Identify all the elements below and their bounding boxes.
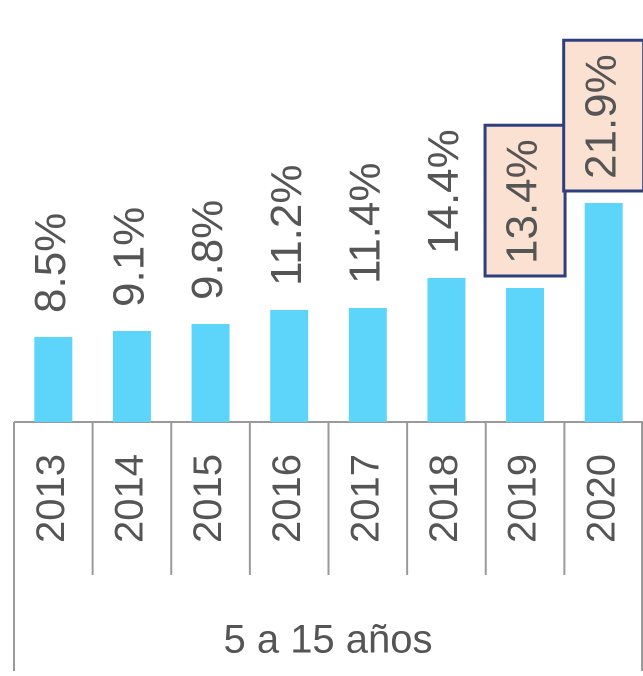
label-box bbox=[562, 38, 643, 193]
x-tick-label: 2020 bbox=[579, 454, 623, 543]
x-tick-label: 2017 bbox=[343, 454, 387, 543]
value-label: 9.1% bbox=[105, 207, 154, 307]
bar bbox=[506, 288, 545, 422]
label-box bbox=[483, 123, 567, 278]
value-label: 9.8% bbox=[183, 200, 232, 300]
x-tick-label: 2014 bbox=[108, 454, 152, 543]
value-label: 11.2% bbox=[262, 165, 311, 287]
value-label: 14.4% bbox=[419, 129, 468, 254]
value-label: 13.4% bbox=[498, 139, 547, 264]
bar bbox=[270, 310, 309, 422]
x-tick-label: 2013 bbox=[29, 454, 73, 543]
x-tick-label: 2016 bbox=[265, 454, 309, 543]
x-tick-label: 2019 bbox=[501, 454, 545, 543]
bar bbox=[34, 337, 73, 422]
x-tick-label: 2015 bbox=[186, 454, 230, 543]
value-label: 8.5% bbox=[26, 213, 75, 313]
bar bbox=[427, 278, 466, 422]
value-label: 11.4% bbox=[340, 163, 389, 285]
bar bbox=[191, 324, 230, 422]
group-label: 5 a 15 años bbox=[223, 618, 432, 662]
bar bbox=[348, 308, 387, 422]
bar bbox=[584, 203, 623, 422]
bar bbox=[112, 331, 151, 422]
x-tick-label: 2018 bbox=[422, 454, 466, 543]
value-label: 21.9% bbox=[576, 54, 625, 179]
